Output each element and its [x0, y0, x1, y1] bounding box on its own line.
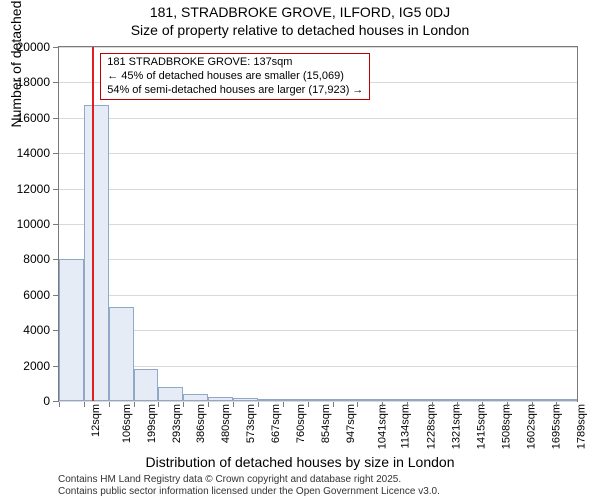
x-tick-mark — [59, 402, 60, 407]
reference-line — [92, 47, 94, 401]
x-tick-mark — [432, 402, 433, 407]
x-tick-label: 106sqm — [121, 404, 133, 443]
y-axis-label: Number of detached properties — [8, 0, 24, 128]
x-tick-label: 293sqm — [171, 404, 183, 443]
histogram-bar — [457, 399, 482, 401]
x-tick-mark — [507, 402, 508, 407]
histogram-bar — [59, 259, 84, 401]
histogram-bar — [183, 394, 208, 401]
histogram-chart: 181, STRADBROKE GROVE, ILFORD, IG5 0DJ S… — [0, 0, 600, 500]
y-tick-label: 12000 — [0, 182, 50, 196]
x-tick-label: 1134sqm — [400, 404, 412, 448]
x-tick-label: 1602sqm — [525, 404, 537, 449]
histogram-bar — [134, 369, 159, 401]
y-tick-label: 18000 — [0, 75, 50, 89]
y-tick-label: 16000 — [0, 111, 50, 125]
gridline — [59, 330, 577, 331]
histogram-bar — [308, 399, 333, 401]
y-tick-label: 8000 — [0, 252, 50, 266]
x-tick-label: 386sqm — [196, 404, 208, 443]
attribution-text: Contains HM Land Registry data © Crown c… — [58, 474, 440, 497]
x-tick-mark — [382, 402, 383, 407]
x-tick-label: 760sqm — [295, 404, 307, 443]
x-tick-mark — [208, 402, 209, 407]
histogram-bar — [556, 399, 577, 401]
gridline — [59, 189, 577, 190]
histogram-bar — [158, 387, 183, 401]
x-tick-mark — [357, 402, 358, 407]
gridline — [59, 295, 577, 296]
gridline — [59, 259, 577, 260]
x-tick-label: 12sqm — [90, 404, 102, 437]
gridline — [59, 366, 577, 367]
x-tick-mark — [258, 402, 259, 407]
histogram-bar — [109, 307, 134, 401]
y-tick-label: 2000 — [0, 359, 50, 373]
x-tick-mark — [84, 402, 85, 407]
histogram-bar — [507, 399, 532, 401]
histogram-bar — [357, 399, 382, 401]
histogram-bar — [532, 399, 557, 401]
x-tick-mark — [532, 402, 533, 407]
x-tick-label: 1321sqm — [450, 404, 462, 449]
histogram-bar — [233, 398, 258, 401]
histogram-bar — [382, 399, 407, 401]
x-tick-label: 573sqm — [245, 404, 257, 443]
y-tick-label: 6000 — [0, 288, 50, 302]
chart-title: 181, STRADBROKE GROVE, ILFORD, IG5 0DJ — [0, 4, 600, 20]
gridline — [59, 153, 577, 154]
y-tick-label: 4000 — [0, 323, 50, 337]
x-tick-label: 947sqm — [345, 404, 357, 443]
x-tick-label: 667sqm — [270, 404, 282, 443]
x-tick-label: 1041sqm — [376, 404, 388, 449]
histogram-bar — [407, 399, 432, 401]
x-tick-label: 854sqm — [320, 404, 332, 443]
gridline — [59, 47, 577, 48]
x-tick-mark — [457, 402, 458, 407]
histogram-bar — [283, 399, 308, 401]
x-tick-label: 1228sqm — [426, 404, 438, 449]
y-tick-label: 20000 — [0, 40, 50, 54]
x-tick-mark — [333, 402, 334, 407]
x-tick-label: 1508sqm — [500, 404, 512, 449]
x-tick-mark — [556, 402, 557, 407]
x-tick-mark — [233, 402, 234, 407]
x-tick-mark — [482, 402, 483, 407]
gridline — [59, 401, 577, 402]
histogram-bar — [208, 397, 233, 401]
x-tick-mark — [109, 402, 110, 407]
x-tick-mark — [158, 402, 159, 407]
x-tick-label: 199sqm — [146, 404, 158, 443]
gridline — [59, 224, 577, 225]
plot-area: 181 STRADBROKE GROVE: 137sqm ← 45% of de… — [58, 46, 578, 402]
x-tick-mark — [407, 402, 408, 407]
histogram-bar — [482, 399, 507, 401]
chart-subtitle: Size of property relative to detached ho… — [0, 22, 600, 38]
y-tick-label: 0 — [0, 394, 50, 408]
x-axis-label: Distribution of detached houses by size … — [0, 454, 600, 470]
annotation-box: 181 STRADBROKE GROVE: 137sqm ← 45% of de… — [100, 53, 370, 100]
x-tick-mark — [283, 402, 284, 407]
y-tick-label: 10000 — [0, 217, 50, 231]
histogram-bar — [333, 399, 358, 401]
histogram-bar — [432, 399, 457, 401]
y-tick-label: 14000 — [0, 146, 50, 160]
x-tick-mark — [183, 402, 184, 407]
histogram-bar — [84, 105, 109, 401]
x-tick-label: 1415sqm — [475, 404, 487, 449]
x-tick-mark — [308, 402, 309, 407]
x-tick-label: 1695sqm — [550, 404, 562, 449]
x-tick-label: 1789sqm — [575, 404, 587, 449]
x-tick-mark — [134, 402, 135, 407]
histogram-bar — [258, 399, 283, 401]
gridline — [59, 118, 577, 119]
x-tick-label: 480sqm — [221, 404, 233, 443]
